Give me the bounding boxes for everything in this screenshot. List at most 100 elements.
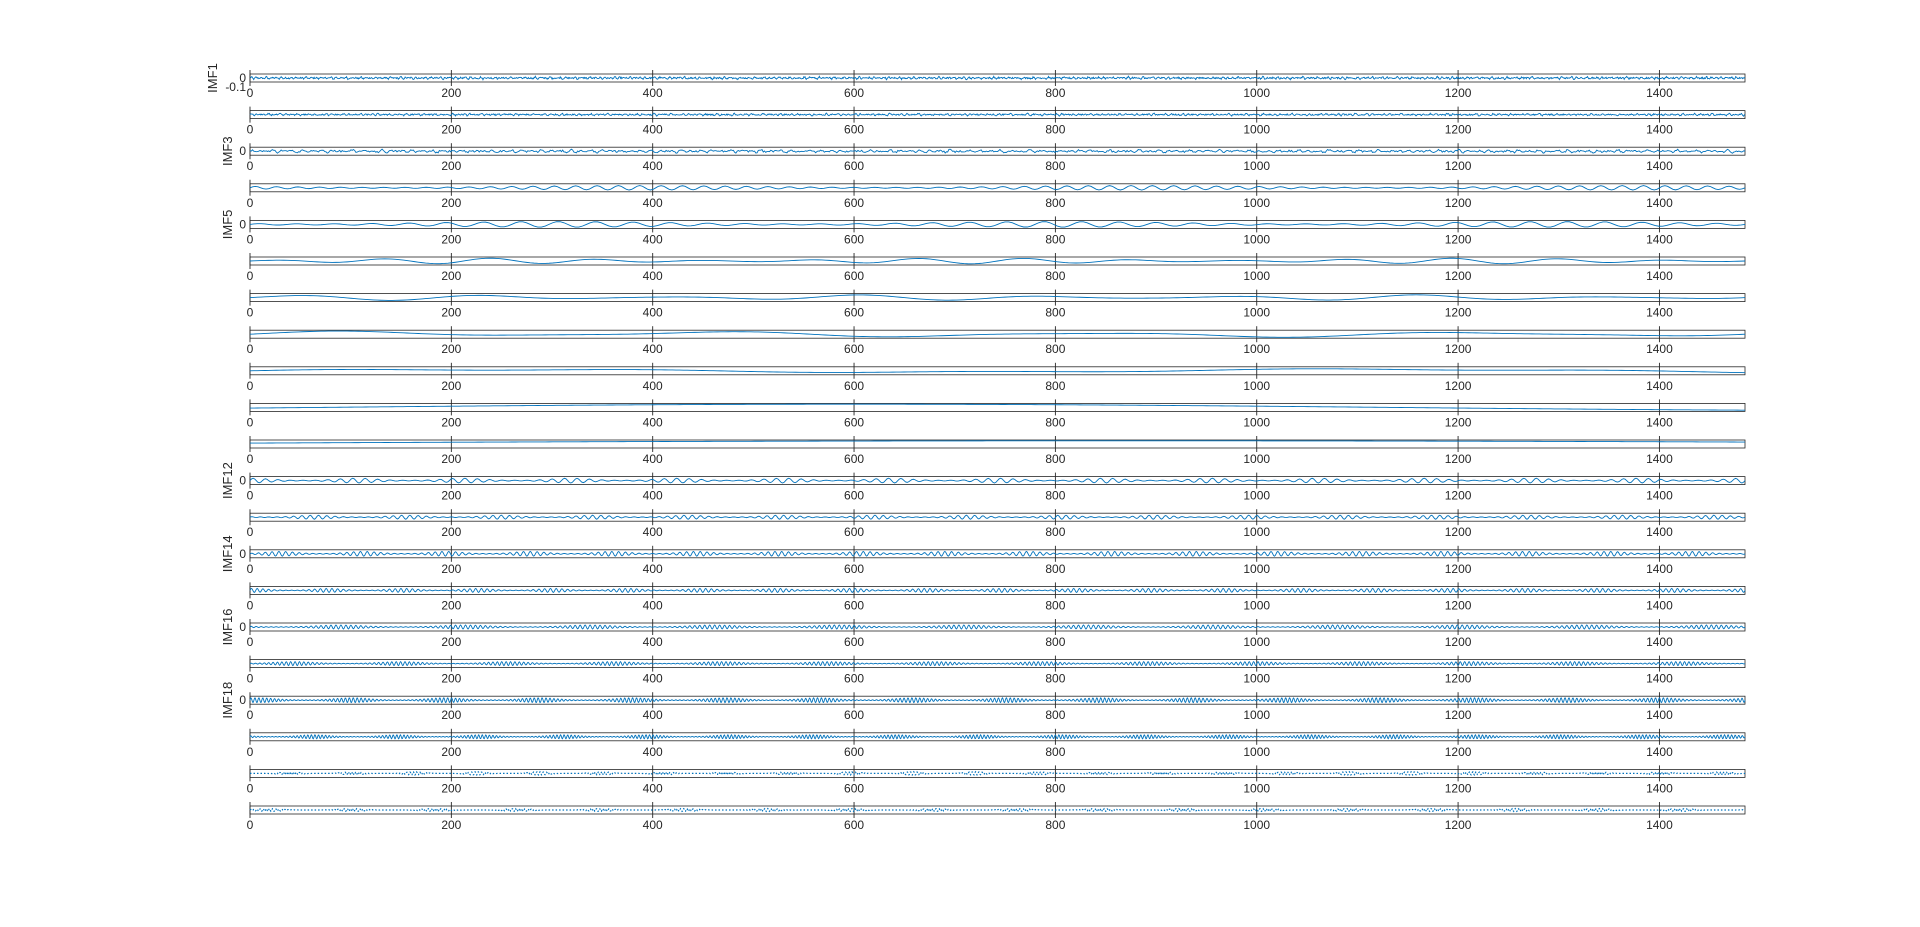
x-tick-label: 1400 [1646, 525, 1673, 539]
y-axis-label: IMF14 [220, 535, 235, 572]
x-tick-label: 200 [441, 232, 461, 246]
series-line [249, 440, 1746, 444]
subplot-19: 0 200 400 600 800 1000 1200 1400 [247, 728, 1746, 759]
x-tick-label: 0 [247, 635, 254, 649]
x-tick-label: 1000 [1243, 562, 1270, 576]
series-line [249, 294, 1746, 301]
x-tick-label: 400 [643, 232, 663, 246]
x-tick-label: 200 [441, 598, 461, 612]
x-tick-label: 600 [844, 635, 864, 649]
axes-box [249, 366, 1746, 376]
y-axis-label: IMF16 [220, 609, 235, 646]
subplot-1: 0 200 400 600 800 1000 1200 1400 0-0.1 IMF1 [205, 63, 1746, 100]
x-tick-label: 200 [441, 635, 461, 649]
x-tick-label: 1200 [1445, 123, 1472, 137]
x-tick-label: 0 [247, 123, 254, 137]
series-line [249, 734, 1746, 740]
series-line [249, 514, 1746, 520]
x-tick-label: 1400 [1646, 598, 1673, 612]
x-tick-label: 1400 [1646, 415, 1673, 429]
x-tick-label: 200 [441, 342, 461, 356]
series-line [249, 624, 1746, 630]
x-tick-label: 1000 [1243, 672, 1270, 686]
x-tick-label: 200 [441, 818, 461, 832]
x-tick-label: 400 [643, 672, 663, 686]
x-tick-label: 1400 [1646, 159, 1673, 173]
x-tick-label: 200 [441, 159, 461, 173]
x-tick-label: 800 [1045, 196, 1065, 210]
x-tick-label: 0 [247, 745, 254, 759]
x-tick-label: 1000 [1243, 196, 1270, 210]
x-tick-label: 0 [247, 708, 254, 722]
x-tick-label: 800 [1045, 159, 1065, 173]
x-tick-label: 0 [247, 452, 254, 466]
x-tick-label: 400 [643, 452, 663, 466]
y-tick-label: -0.1 [225, 80, 246, 94]
x-tick-label: 400 [643, 598, 663, 612]
x-tick-label: 1200 [1445, 379, 1472, 393]
x-tick-label: 600 [844, 196, 864, 210]
x-tick-label: 800 [1045, 818, 1065, 832]
x-tick-label: 1400 [1646, 196, 1673, 210]
subplot-13: 0 200 400 600 800 1000 1200 1400 [247, 509, 1746, 539]
x-tick-label: 400 [643, 562, 663, 576]
subplot-12: 0 200 400 600 800 1000 1200 1400 0 IMF12 [220, 462, 1746, 503]
x-tick-label: 400 [643, 306, 663, 320]
x-tick-label: 800 [1045, 452, 1065, 466]
series-line [249, 770, 1746, 777]
x-tick-label: 0 [247, 196, 254, 210]
x-tick-label: 1200 [1445, 598, 1472, 612]
x-tick-label: 600 [844, 598, 864, 612]
x-tick-label: 0 [247, 525, 254, 539]
x-tick-label: 200 [441, 269, 461, 283]
subplot-20: 0 200 400 600 800 1000 1200 1400 [247, 765, 1746, 795]
y-tick-label: 0 [239, 693, 246, 707]
x-tick-label: 1400 [1646, 452, 1673, 466]
subplot-11: 0 200 400 600 800 1000 1200 1400 [247, 436, 1746, 466]
series-line [249, 403, 1746, 411]
subplot-14: 0 200 400 600 800 1000 1200 1400 0 IMF14 [220, 535, 1746, 576]
x-tick-label: 1400 [1646, 379, 1673, 393]
x-tick-label: 1200 [1445, 489, 1472, 503]
x-tick-label: 200 [441, 123, 461, 137]
x-tick-label: 0 [247, 489, 254, 503]
x-tick-label: 1400 [1646, 818, 1673, 832]
x-tick-label: 800 [1045, 123, 1065, 137]
x-tick-label: 400 [643, 818, 663, 832]
x-tick-label: 200 [441, 452, 461, 466]
subplot-16: 0 200 400 600 800 1000 1200 1400 0 IMF16 [220, 609, 1746, 649]
x-tick-label: 1200 [1445, 708, 1472, 722]
x-tick-label: 1000 [1243, 159, 1270, 173]
x-tick-label: 1200 [1445, 306, 1472, 320]
subplot-5: 0 200 400 600 800 1000 1200 1400 0 IMF5 [220, 210, 1746, 246]
x-tick-label: 800 [1045, 745, 1065, 759]
x-tick-label: 400 [643, 196, 663, 210]
x-tick-label: 400 [643, 525, 663, 539]
x-tick-label: 200 [441, 415, 461, 429]
x-tick-label: 1200 [1445, 452, 1472, 466]
x-tick-label: 400 [643, 342, 663, 356]
x-tick-label: 1200 [1445, 818, 1472, 832]
x-tick-label: 600 [844, 818, 864, 832]
subplot-2: 0 200 400 600 800 1000 1200 1400 [247, 106, 1746, 137]
x-tick-label: 600 [844, 708, 864, 722]
x-tick-label: 200 [441, 489, 461, 503]
series-line [249, 75, 1746, 81]
x-tick-label: 1400 [1646, 232, 1673, 246]
x-tick-label: 400 [643, 745, 663, 759]
x-tick-label: 0 [247, 159, 254, 173]
x-tick-label: 600 [844, 306, 864, 320]
x-tick-label: 400 [643, 86, 663, 100]
x-tick-label: 600 [844, 415, 864, 429]
x-tick-label: 600 [844, 269, 864, 283]
series-line [249, 477, 1746, 484]
x-tick-label: 800 [1045, 415, 1065, 429]
x-tick-label: 1400 [1646, 269, 1673, 283]
x-tick-label: 600 [844, 379, 864, 393]
x-tick-label: 1200 [1445, 159, 1472, 173]
x-tick-label: 1200 [1445, 415, 1472, 429]
x-tick-label: 200 [441, 562, 461, 576]
series-line [249, 330, 1746, 338]
x-tick-label: 0 [247, 306, 254, 320]
